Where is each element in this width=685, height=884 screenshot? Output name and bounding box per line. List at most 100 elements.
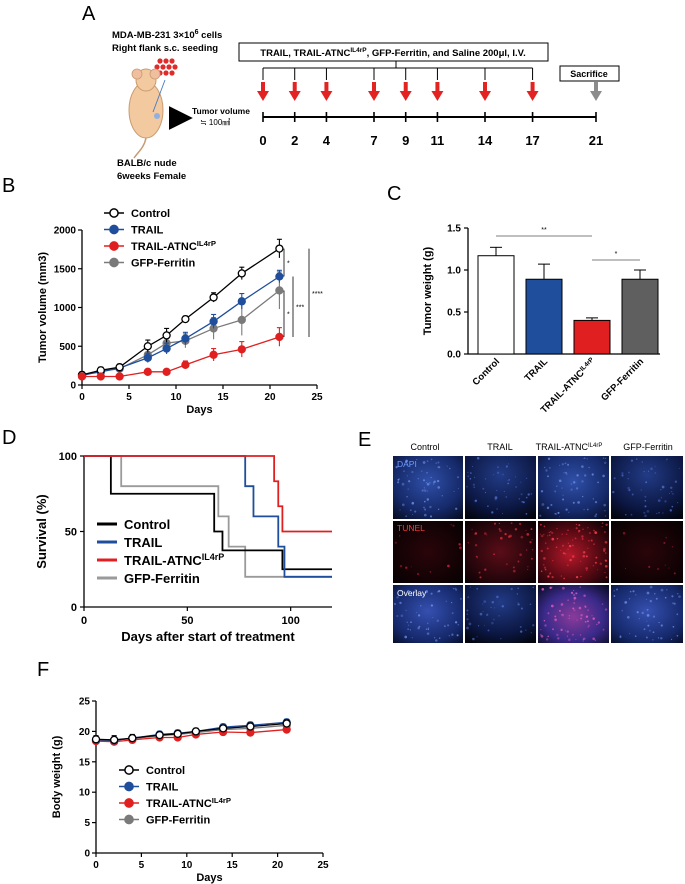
stain-speck xyxy=(546,547,549,550)
stain-speck xyxy=(426,460,429,462)
stain-speck xyxy=(517,602,519,604)
stain-speck xyxy=(641,611,644,615)
mouse-icon xyxy=(128,68,166,159)
stain-speck xyxy=(500,536,503,540)
stain-speck xyxy=(661,485,665,489)
stain-speck xyxy=(530,557,533,560)
stain-speck xyxy=(636,611,639,614)
data-point xyxy=(275,286,284,295)
stain-speck xyxy=(577,501,580,504)
stain-speck xyxy=(517,560,520,563)
stain-speck xyxy=(649,599,653,603)
stain-speck xyxy=(545,469,548,472)
legend-label: TRAIL-ATNCIL4rP xyxy=(124,552,224,568)
tile-tunel-trail xyxy=(465,521,536,583)
stain-speck xyxy=(426,482,430,486)
stain-speck xyxy=(660,497,662,499)
stain-speck xyxy=(585,555,588,558)
stain-speck xyxy=(497,466,499,469)
stain-speck xyxy=(660,489,662,491)
stain-speck xyxy=(540,523,542,526)
stain-speck xyxy=(580,560,582,562)
tile-dapi-trail-atnc xyxy=(538,456,609,519)
stain-speck xyxy=(467,475,470,478)
x-axis-label: Days xyxy=(186,404,212,416)
stain-speck xyxy=(438,637,441,639)
stain-speck xyxy=(584,457,586,459)
stain-speck xyxy=(467,596,470,599)
data-point xyxy=(155,730,164,740)
stain-speck xyxy=(529,603,532,606)
data-point xyxy=(275,244,284,253)
y-tick-label: 50 xyxy=(65,527,77,539)
timeline-day-label: 17 xyxy=(525,133,539,148)
stain-speck xyxy=(613,590,615,592)
stain-speck xyxy=(629,633,631,635)
stain-speck xyxy=(405,459,408,463)
stain-speck xyxy=(450,524,452,526)
stain-speck xyxy=(624,568,627,570)
stain-speck xyxy=(565,533,568,536)
stain-speck xyxy=(625,601,628,604)
stain-speck xyxy=(643,628,646,631)
stain-speck xyxy=(505,465,509,468)
legend-label: GFP-Ferritin xyxy=(124,571,200,586)
stain-speck xyxy=(399,589,403,593)
stain-speck xyxy=(411,470,414,474)
stain-speck xyxy=(581,480,584,483)
stain-speck xyxy=(634,635,637,638)
sacrifice-arrow-shaft xyxy=(594,82,598,92)
stain-speck xyxy=(425,590,428,593)
x-tick-label: Control xyxy=(470,356,502,388)
stain-speck xyxy=(452,587,455,590)
stain-speck xyxy=(453,490,455,493)
stain-speck xyxy=(539,514,542,517)
stain-speck xyxy=(587,609,589,611)
stain-speck xyxy=(577,530,580,533)
stain-speck xyxy=(627,486,631,490)
stain-speck xyxy=(544,568,547,571)
stain-speck xyxy=(430,592,433,595)
legend-marker xyxy=(124,814,134,825)
survival-curve xyxy=(84,455,332,571)
dose-arrow-shaft xyxy=(324,82,329,92)
stain-speck xyxy=(604,564,608,568)
dose-arrow-shaft xyxy=(292,82,297,92)
stain-speck xyxy=(426,632,430,635)
stain-speck xyxy=(394,541,397,544)
stain-speck xyxy=(643,470,645,473)
stain-speck xyxy=(546,506,550,510)
timeline-day-label: 7 xyxy=(370,133,377,148)
data-point xyxy=(143,342,152,351)
data-point xyxy=(209,350,218,359)
stain-speck xyxy=(406,496,408,498)
stain-speck xyxy=(522,501,525,504)
stain-speck xyxy=(435,462,438,464)
stain-speck xyxy=(399,601,402,605)
stain-speck xyxy=(603,503,607,507)
stain-speck xyxy=(490,606,492,609)
stain-speck xyxy=(664,564,667,566)
stain-speck xyxy=(668,567,670,569)
stain-speck xyxy=(650,467,653,471)
stain-speck xyxy=(499,529,502,533)
stain-speck xyxy=(567,463,570,466)
stain-speck xyxy=(671,595,674,598)
stain-speck xyxy=(482,610,484,613)
stain-speck xyxy=(509,534,512,538)
stain-speck xyxy=(486,534,488,536)
col-control: Control xyxy=(410,442,439,452)
legend-label: Control xyxy=(146,765,185,777)
data-point xyxy=(162,331,171,340)
stain-speck xyxy=(657,499,661,502)
stain-speck xyxy=(424,513,427,517)
stain-speck xyxy=(430,458,433,461)
tile-tunel-control xyxy=(393,521,463,583)
stain-speck xyxy=(455,507,458,510)
stain-speck xyxy=(474,543,478,547)
stain-speck xyxy=(472,483,476,486)
stain-speck xyxy=(596,623,598,626)
stain-speck xyxy=(646,591,650,595)
stain-speck xyxy=(554,618,556,620)
stain-speck xyxy=(520,493,523,496)
